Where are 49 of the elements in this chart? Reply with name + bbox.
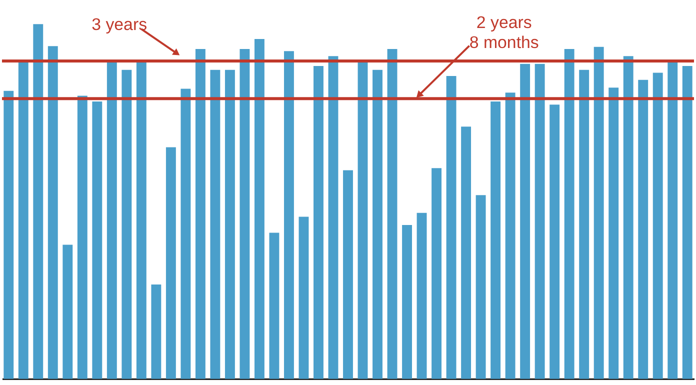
bar	[77, 96, 88, 379]
bar	[195, 48, 206, 379]
bar	[387, 48, 398, 379]
bar	[180, 88, 191, 379]
bar	[254, 39, 264, 379]
bar	[446, 76, 456, 379]
bar	[564, 48, 574, 379]
bar	[284, 51, 294, 379]
bar	[33, 24, 44, 379]
bar	[416, 212, 427, 379]
bar	[298, 216, 309, 379]
ref-line-label: 3 years	[92, 14, 148, 34]
bar	[358, 61, 368, 379]
bar	[4, 90, 14, 379]
bar	[520, 64, 530, 379]
bar	[328, 56, 338, 379]
bar	[432, 168, 442, 379]
bar	[92, 101, 102, 379]
bar	[668, 61, 678, 379]
bar	[210, 70, 220, 379]
bar	[314, 66, 324, 379]
bar	[166, 147, 176, 379]
bar	[638, 80, 648, 379]
bar	[534, 64, 545, 379]
bar	[652, 72, 663, 379]
bar	[224, 70, 235, 379]
bar	[505, 92, 516, 379]
bar	[18, 61, 28, 379]
bar	[151, 284, 162, 379]
bar	[608, 88, 619, 379]
bar	[372, 70, 382, 379]
bar	[122, 70, 132, 379]
bar	[461, 126, 472, 379]
bar	[240, 48, 250, 379]
bar	[269, 232, 280, 379]
bar	[48, 46, 58, 379]
bar	[136, 61, 146, 379]
ref-line-label: 2 years 8 months	[469, 12, 539, 52]
bar	[579, 70, 590, 379]
bar	[682, 66, 692, 379]
bar	[106, 61, 117, 379]
bar	[476, 195, 486, 379]
bar	[62, 244, 73, 379]
bar	[343, 170, 353, 379]
bar	[490, 101, 501, 379]
bar	[594, 46, 604, 379]
bar	[623, 56, 634, 379]
bar	[402, 224, 412, 379]
bar	[550, 104, 560, 379]
